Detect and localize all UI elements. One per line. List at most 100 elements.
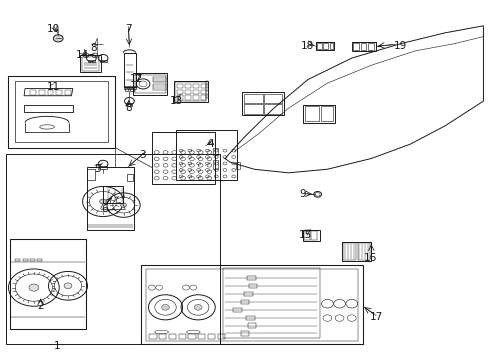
Circle shape bbox=[100, 199, 106, 204]
Bar bbox=[87, 167, 134, 230]
Bar bbox=[246, 276, 255, 280]
Bar bbox=[177, 90, 183, 94]
Text: 12: 12 bbox=[129, 74, 142, 84]
Bar bbox=[206, 94, 208, 98]
Bar bbox=[235, 162, 239, 169]
Bar bbox=[264, 94, 282, 103]
Text: 19: 19 bbox=[393, 41, 407, 50]
Bar bbox=[303, 230, 320, 241]
Bar bbox=[100, 59, 106, 62]
Bar bbox=[242, 92, 283, 116]
Bar bbox=[329, 43, 332, 49]
Bar bbox=[184, 90, 190, 94]
Bar bbox=[5, 154, 220, 344]
Bar bbox=[200, 84, 206, 88]
Circle shape bbox=[161, 305, 169, 310]
Bar bbox=[37, 258, 42, 261]
Bar bbox=[159, 334, 166, 339]
Bar bbox=[200, 90, 206, 94]
Bar bbox=[103, 186, 122, 203]
Bar bbox=[30, 258, 35, 261]
Bar bbox=[243, 323, 251, 328]
Bar bbox=[360, 42, 366, 50]
Bar bbox=[315, 42, 333, 50]
Bar bbox=[244, 94, 262, 103]
Bar bbox=[236, 316, 245, 320]
Bar bbox=[176, 130, 237, 180]
Bar bbox=[320, 107, 332, 121]
Bar bbox=[82, 57, 99, 71]
Bar bbox=[100, 166, 106, 169]
Bar bbox=[146, 269, 357, 341]
Bar bbox=[124, 88, 128, 91]
Circle shape bbox=[121, 203, 126, 207]
Text: 5: 5 bbox=[94, 164, 101, 174]
Bar bbox=[305, 107, 319, 121]
Text: 11: 11 bbox=[47, 82, 60, 92]
Bar bbox=[240, 331, 248, 336]
Bar bbox=[238, 308, 247, 312]
Bar bbox=[135, 75, 165, 93]
Bar bbox=[177, 95, 183, 100]
Text: 8: 8 bbox=[90, 43, 97, 53]
Bar bbox=[317, 43, 322, 49]
Bar bbox=[133, 73, 167, 95]
Bar bbox=[367, 42, 373, 50]
Text: 4: 4 bbox=[206, 139, 213, 149]
Bar bbox=[177, 84, 183, 88]
Bar bbox=[47, 90, 53, 95]
Bar bbox=[8, 76, 115, 148]
Bar bbox=[168, 334, 176, 339]
Bar bbox=[213, 160, 218, 169]
Bar bbox=[222, 268, 320, 338]
Bar bbox=[141, 265, 362, 344]
Bar bbox=[357, 243, 369, 260]
Bar bbox=[184, 84, 190, 88]
Text: 17: 17 bbox=[369, 312, 382, 322]
Text: 10: 10 bbox=[47, 24, 60, 35]
Bar bbox=[30, 90, 36, 95]
Text: 16: 16 bbox=[363, 253, 376, 263]
Bar bbox=[123, 53, 136, 87]
Bar bbox=[303, 105, 334, 123]
Bar bbox=[127, 174, 133, 181]
Bar bbox=[15, 258, 20, 261]
Text: 3: 3 bbox=[139, 150, 145, 160]
Bar bbox=[244, 292, 253, 296]
Bar bbox=[241, 300, 249, 304]
Text: 6: 6 bbox=[101, 204, 108, 214]
Bar bbox=[130, 88, 134, 91]
Bar bbox=[65, 90, 71, 95]
Text: 14: 14 bbox=[76, 50, 89, 60]
Bar bbox=[175, 82, 206, 101]
Text: 18: 18 bbox=[301, 41, 314, 50]
Bar bbox=[206, 87, 208, 91]
Circle shape bbox=[29, 284, 39, 291]
Text: 7: 7 bbox=[125, 24, 131, 35]
Text: 2: 2 bbox=[37, 301, 44, 311]
Text: 15: 15 bbox=[298, 230, 311, 239]
Bar bbox=[351, 41, 375, 51]
Bar bbox=[22, 258, 27, 261]
Text: 13: 13 bbox=[169, 96, 183, 106]
Text: 1: 1 bbox=[53, 341, 60, 351]
Bar bbox=[233, 284, 242, 288]
Bar bbox=[192, 84, 198, 88]
Bar bbox=[87, 169, 95, 180]
Bar bbox=[152, 132, 215, 184]
Bar bbox=[56, 90, 62, 95]
Bar bbox=[352, 42, 358, 50]
Bar bbox=[200, 95, 206, 100]
Bar bbox=[304, 231, 310, 240]
Bar bbox=[192, 90, 198, 94]
Bar bbox=[206, 81, 208, 85]
Circle shape bbox=[194, 305, 202, 310]
Bar bbox=[188, 334, 195, 339]
Bar bbox=[244, 104, 262, 114]
Circle shape bbox=[64, 283, 72, 289]
Bar bbox=[126, 103, 132, 106]
Bar bbox=[184, 95, 190, 100]
Bar bbox=[10, 239, 86, 329]
Bar bbox=[80, 55, 101, 72]
Bar bbox=[207, 334, 215, 339]
